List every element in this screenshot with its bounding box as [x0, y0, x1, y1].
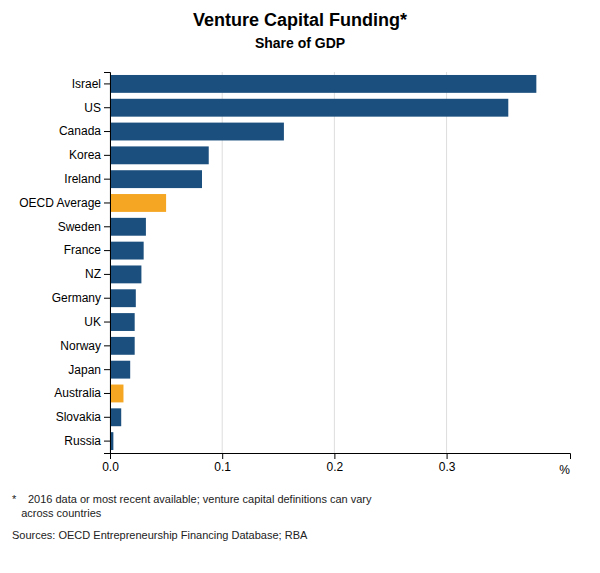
y-tick: Israel	[72, 77, 110, 91]
bar	[110, 123, 284, 141]
bar	[110, 385, 123, 403]
y-tick-label: OECD Average	[19, 196, 101, 210]
annotation-line: Sources: OECD Entrepreneurship Financing…	[12, 529, 308, 541]
y-tick: Korea	[69, 148, 110, 162]
x-tick: 0.0	[102, 453, 119, 474]
x-tick-label: 0.2	[327, 460, 344, 474]
bar	[110, 146, 209, 164]
bar	[110, 99, 508, 117]
y-tick: UK	[84, 315, 110, 329]
y-tick-mark	[104, 441, 110, 442]
x-tick: 0.3	[439, 453, 456, 474]
y-tick-label: NZ	[85, 267, 101, 281]
y-tick-label: UK	[84, 315, 101, 329]
bar	[110, 265, 141, 283]
chart: Venture Capital Funding*Share of GDP0.00…	[0, 0, 600, 573]
bar	[110, 194, 166, 212]
bar	[110, 218, 146, 236]
y-tick-label: Korea	[69, 148, 101, 162]
y-tick-mark	[104, 298, 110, 299]
y-tick-mark	[104, 417, 110, 418]
y-tick-label: Germany	[52, 291, 101, 305]
x-tick-mark	[222, 453, 223, 459]
y-tick-mark	[104, 322, 110, 323]
y-tick: Ireland	[64, 172, 110, 186]
bar	[110, 170, 202, 188]
y-tick-label: Slovakia	[56, 410, 102, 424]
bar	[110, 313, 135, 331]
x-tick-mark	[334, 453, 335, 459]
y-tick: Russia	[64, 434, 110, 448]
y-tick: NZ	[85, 267, 110, 281]
y-tick: Norway	[60, 339, 110, 353]
y-tick-mark	[104, 250, 110, 251]
y-tick: Germany	[52, 291, 110, 305]
y-tick-label: Japan	[68, 362, 101, 376]
y-tick-mark	[104, 83, 110, 84]
y-tick: Slovakia	[56, 410, 110, 424]
y-tick-mark	[104, 131, 110, 132]
annotation-line: * 2016 data or most recent available; ve…	[12, 493, 372, 505]
y-tick-mark	[104, 179, 110, 180]
x-tick-label: 0.3	[439, 460, 456, 474]
x-axis: 0.0 0.1 0.2 0.3	[102, 453, 570, 474]
y-tick-label: Russia	[64, 434, 101, 448]
y-tick-mark	[104, 369, 110, 370]
y-tick: Australia	[54, 386, 110, 400]
y-tick: US	[84, 101, 110, 115]
bar	[110, 408, 121, 426]
y-tick: Sweden	[58, 220, 110, 234]
subtitle: Share of GDP	[255, 35, 345, 51]
annotation: * 2016 data or most recent available; ve…	[12, 493, 372, 519]
y-tick: France	[64, 243, 110, 257]
y-tick-mark	[104, 107, 110, 108]
y-tick-label: Canada	[59, 124, 101, 138]
title: Venture Capital Funding*	[193, 10, 407, 30]
y-tick-label: Ireland	[64, 172, 101, 186]
y-axis-line	[104, 73, 111, 454]
y-axis: Israel US Canada Korea Ireland OECD Average Sw…	[19, 73, 110, 454]
bars	[110, 75, 536, 450]
grid	[110, 72, 447, 453]
annotation: Sources: OECD Entrepreneurship Financing…	[12, 529, 308, 541]
y-tick-label: US	[84, 101, 101, 115]
y-tick-mark	[104, 274, 110, 275]
bar	[110, 242, 144, 260]
y-tick-label: France	[64, 243, 102, 257]
bar	[110, 337, 135, 355]
y-tick-mark	[104, 155, 110, 156]
x-tick: 0.2	[327, 453, 344, 474]
x-tick-mark	[447, 453, 448, 459]
y-tick-mark	[104, 202, 110, 203]
bar	[110, 361, 130, 379]
y-tick-mark	[104, 226, 110, 227]
y-tick-label: Australia	[54, 386, 101, 400]
bar	[110, 289, 136, 307]
y-tick-label: Israel	[72, 77, 101, 91]
y-tick-label: Norway	[60, 339, 101, 353]
grid-line	[446, 72, 447, 453]
y-tick: Japan	[68, 362, 110, 376]
y-tick-mark	[104, 345, 110, 346]
x-axis-line	[111, 454, 571, 460]
x-tick-label: 0.0	[102, 460, 119, 474]
y-tick-mark	[104, 393, 110, 394]
bar	[110, 75, 536, 93]
plot: 0.0 0.1 0.2 0.3% Israel US Canada Korea Ireland O…	[19, 72, 570, 477]
y-tick: Canada	[59, 124, 110, 138]
x-tick: 0.1	[214, 453, 231, 474]
y-tick-label: Sweden	[58, 220, 101, 234]
y-tick: OECD Average	[19, 196, 110, 210]
x-tick-label: 0.1	[214, 460, 231, 474]
x-axis-label: %	[559, 463, 570, 477]
grid-line	[334, 72, 335, 453]
annotation-line: across countries	[12, 507, 102, 519]
